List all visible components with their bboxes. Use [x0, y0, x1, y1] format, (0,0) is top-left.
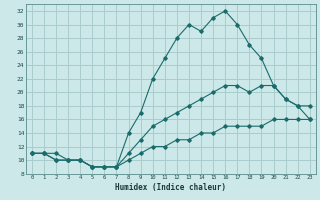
X-axis label: Humidex (Indice chaleur): Humidex (Indice chaleur): [115, 183, 226, 192]
